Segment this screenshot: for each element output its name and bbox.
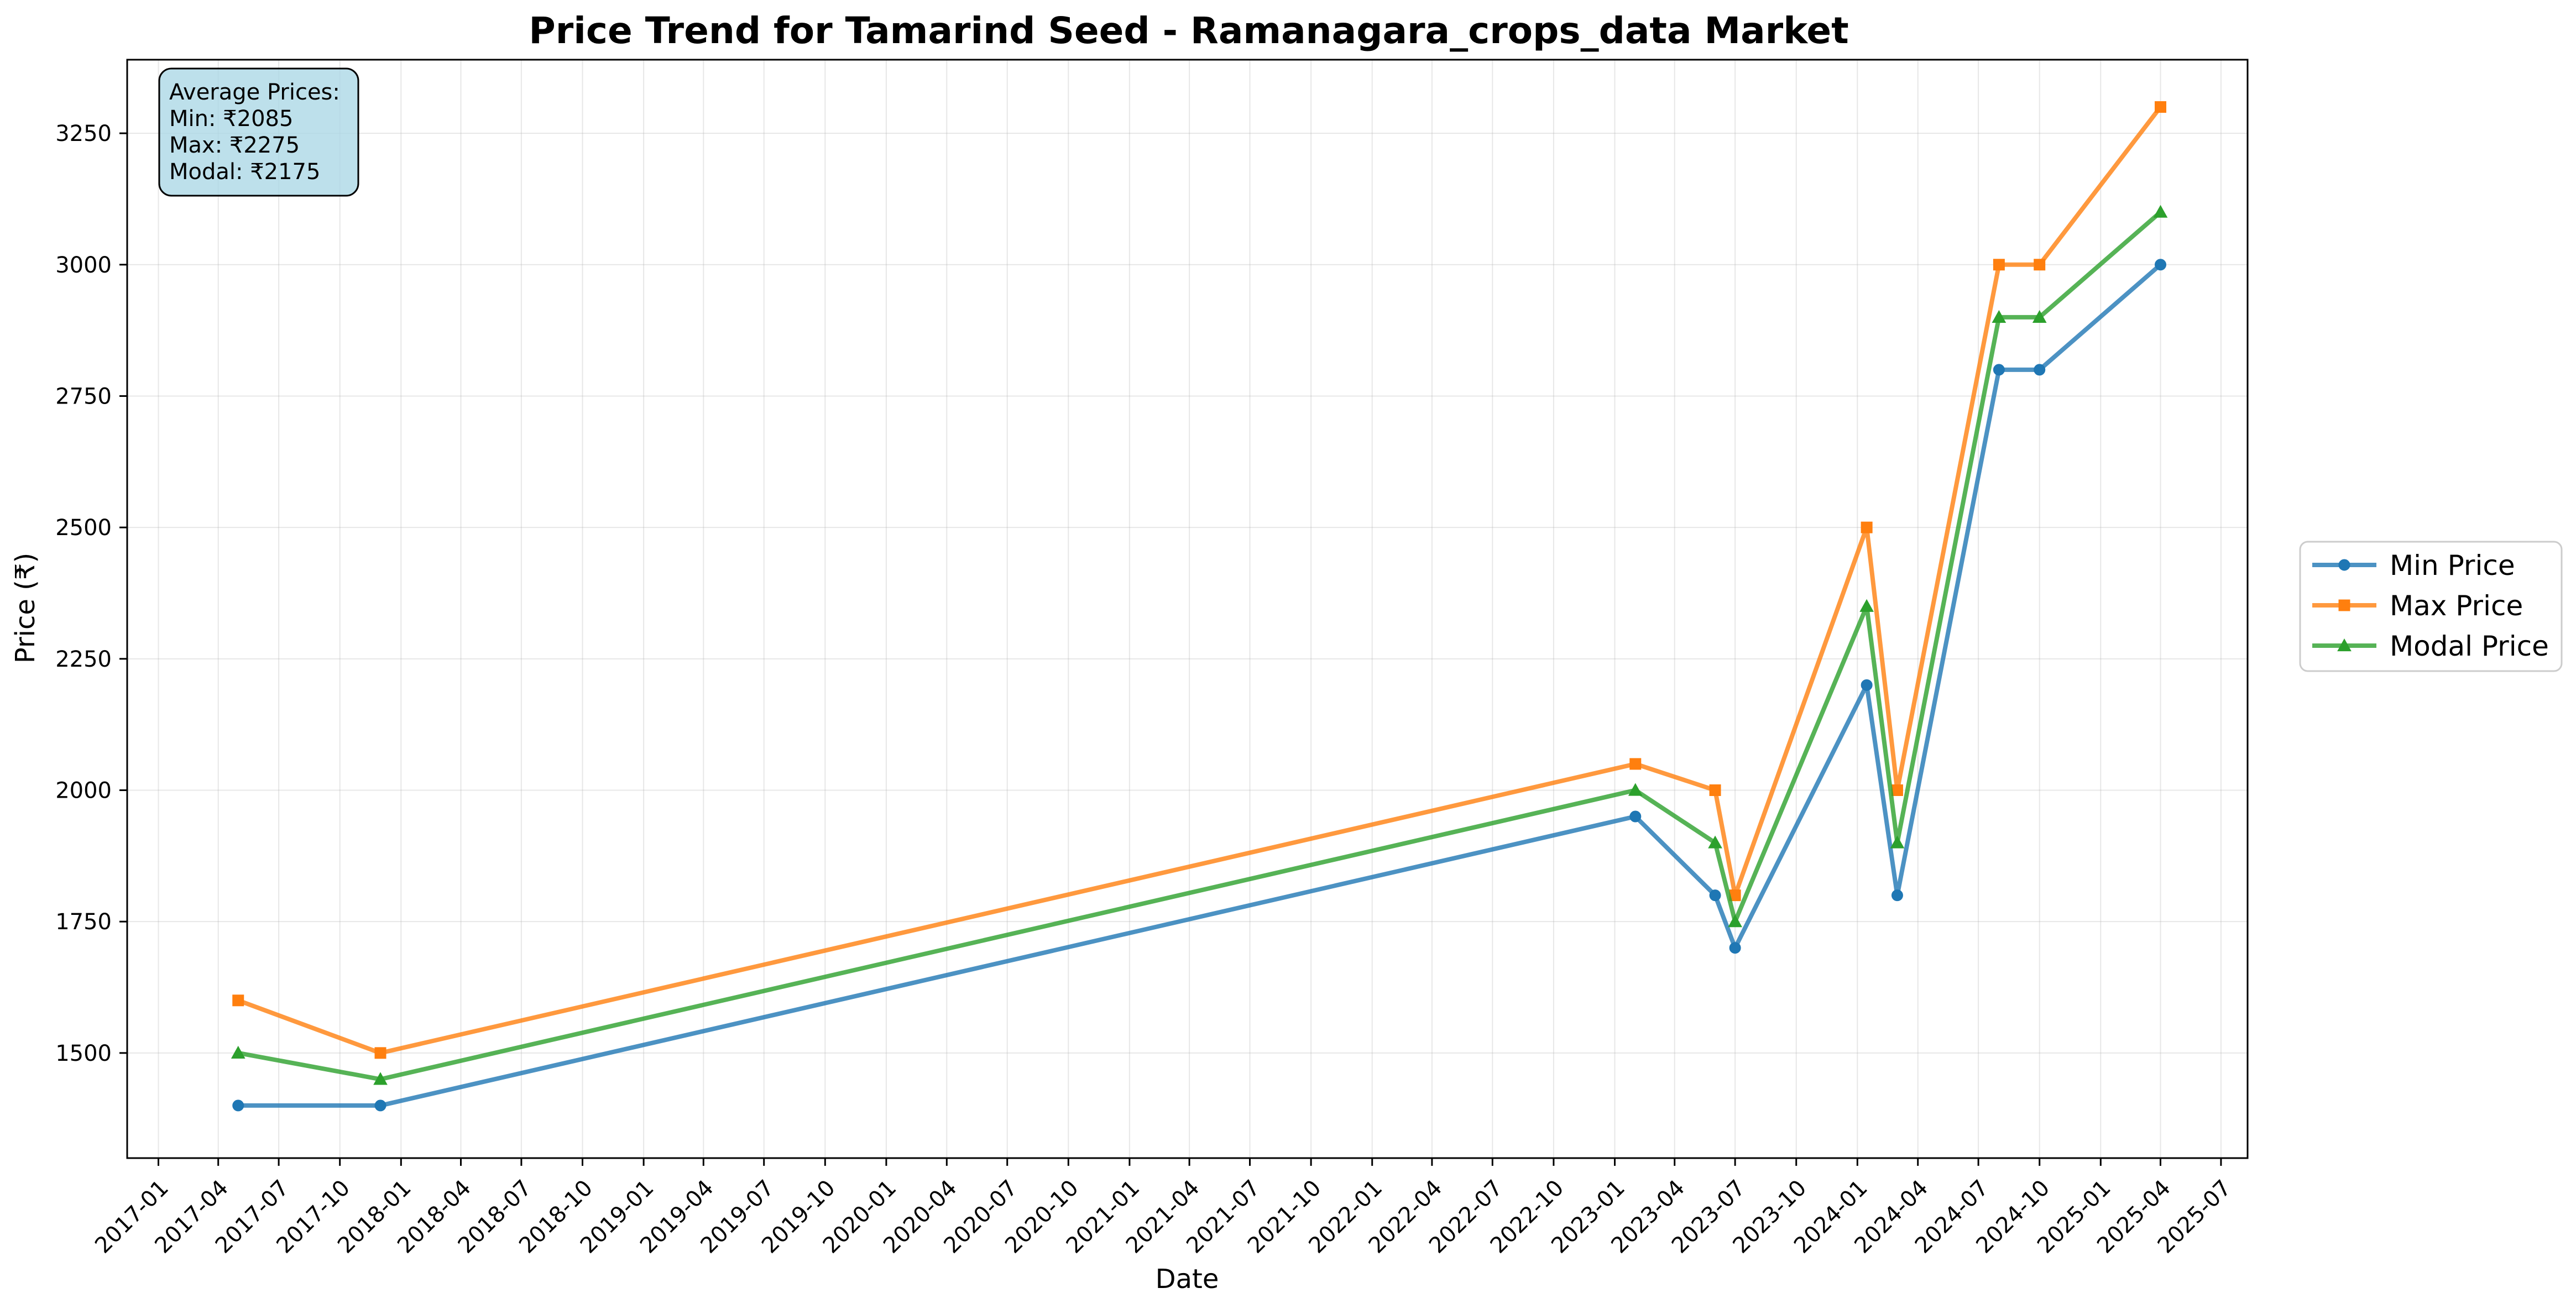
data-point-min-price [1993,364,2005,376]
annotation-line: Min: ₹2085 [169,106,293,132]
data-point-min-price [1629,810,1642,823]
y-tick-label: 2500 [55,515,112,541]
x-axis-label: Date [1156,1264,1219,1295]
data-point-max-price [374,1047,386,1059]
annotation-box [158,67,359,197]
grid-layer [127,60,2248,1158]
data-point-modal-price [1628,783,1643,796]
data-point-modal-price [2032,310,2047,323]
y-tick-label: 3000 [55,253,112,278]
chart-title: Price Trend for Tamarind Seed - Ramanaga… [529,9,1848,52]
data-point-modal-price [1890,835,1905,849]
annotation-line: Modal: ₹2175 [169,159,320,185]
annotation-line: Max: ₹2275 [169,133,300,158]
x-axis-ticks: 2017-012017-042017-072017-102018-012018-… [90,1158,2236,1259]
y-tick-label: 3250 [55,121,112,146]
y-tick-label: 1500 [55,1041,112,1066]
legend-item-max-price: Max Price [2312,590,2523,622]
series-layer [231,101,2168,1112]
data-point-min-price [374,1099,386,1112]
legend-item-modal-price: Modal Price [2312,630,2549,662]
legend-item-min-price: Min Price [2312,549,2515,582]
data-point-max-price [1891,784,1903,796]
data-point-min-price [1729,942,1741,954]
y-tick-label: 1750 [55,909,112,935]
series-min-price [232,259,2167,1112]
series-max-price [232,101,2167,1059]
data-point-max-price [1993,259,2005,271]
data-point-modal-price [373,1072,388,1085]
data-point-modal-price [1992,310,2007,323]
y-tick-label: 2750 [55,384,112,409]
data-point-min-price [1891,889,1903,902]
data-point-modal-price [2153,205,2168,218]
legend-label: Max Price [2390,590,2523,622]
series-line-modal-price [238,210,2162,1082]
data-point-modal-price [231,1045,245,1059]
series-line-min-price [238,263,2162,1108]
data-point-max-price [2034,259,2046,271]
data-point-max-price [1629,758,1642,770]
chart-legend: Min Price Max Price Modal Price [2299,541,2563,672]
data-point-max-price [2155,101,2167,113]
series-line-max-price [237,106,2162,1055]
plot-area-border [126,59,2249,1159]
data-point-min-price [1861,679,1873,691]
y-tick-label: 2000 [55,778,112,803]
data-point-min-price [2155,259,2167,271]
data-point-modal-price [1708,835,1722,849]
legend-label: Modal Price [2390,630,2549,662]
y-tick-label: 2250 [55,647,112,672]
data-point-min-price [232,1099,244,1112]
series-modal-price [231,205,2168,1085]
data-point-max-price [1709,784,1721,796]
annotation-line: Average Prices: [169,80,340,105]
data-point-min-price [1709,889,1721,902]
legend-frame [2299,541,2563,672]
data-point-modal-price [1859,599,1874,612]
legend-marker [2338,599,2350,611]
data-point-min-price [2034,364,2046,376]
legend-marker [2337,638,2352,652]
legend-marker [2338,559,2350,571]
legend-label: Min Price [2390,549,2515,582]
y-axis-label: Price (₹) [10,553,41,663]
data-point-max-price [232,994,244,1007]
y-axis-ticks: 1500 1750 2000 2250 2500 2750 3000 3250 [55,121,127,1066]
data-point-max-price [1861,521,1873,533]
data-point-modal-price [1728,914,1742,928]
